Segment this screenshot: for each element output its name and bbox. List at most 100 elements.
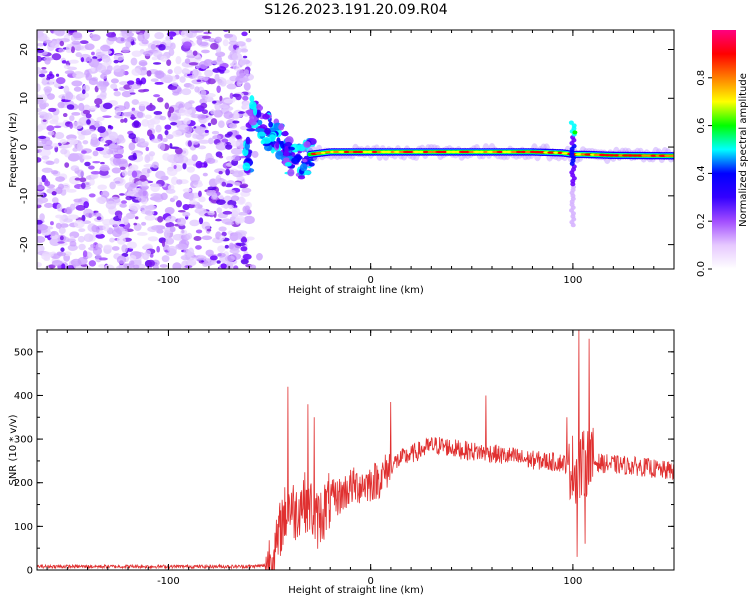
noise-blob	[53, 158, 60, 164]
noise-blob	[185, 131, 192, 138]
noise-blob	[115, 36, 127, 44]
noise-blob	[119, 203, 127, 208]
noise-blob	[198, 60, 209, 70]
noise-blob	[75, 45, 85, 50]
noise-blob	[170, 176, 179, 186]
noise-blob	[169, 226, 176, 233]
noise-blob	[92, 160, 101, 164]
track-blob	[268, 121, 273, 128]
track-blob	[260, 139, 266, 145]
noise-blob	[229, 248, 240, 254]
noise-blob	[42, 144, 54, 150]
noise-blob	[60, 148, 68, 155]
snr-xtick-label: -100	[157, 576, 180, 587]
noise-blob	[233, 182, 241, 186]
noise-blob	[55, 222, 62, 229]
track-hot	[356, 150, 365, 154]
colorbar-gradient	[712, 30, 736, 269]
noise-blob	[100, 84, 107, 93]
noise-blob	[178, 107, 188, 116]
noise-blob	[84, 128, 95, 133]
noise-blob	[170, 122, 178, 126]
noise-blob	[177, 209, 186, 213]
noise-blob	[224, 221, 235, 226]
noise-blob	[182, 188, 192, 193]
noise-blob	[153, 110, 163, 116]
noise-blob	[194, 86, 200, 93]
noise-blob	[37, 98, 44, 105]
snr-xlabel: Height of straight line (km)	[288, 585, 424, 596]
noise-blob	[212, 100, 217, 104]
noise-blob	[78, 102, 85, 111]
noise-blob	[202, 261, 209, 267]
track-hot	[458, 150, 468, 154]
track-hot	[496, 150, 504, 154]
spectrogram-ylabel: Frequency (Hz)	[8, 112, 19, 188]
noise-blob	[39, 148, 51, 157]
track-blob	[246, 128, 256, 132]
track-blob	[242, 162, 251, 172]
noise-blob	[38, 30, 45, 33]
noise-blob	[186, 125, 193, 134]
noise-blob	[161, 240, 166, 248]
noise-blob	[166, 215, 177, 222]
noise-blob	[93, 120, 103, 129]
noise-blob	[204, 69, 214, 77]
track-hot	[524, 150, 532, 154]
noise-blob	[232, 120, 240, 124]
noise-blob	[146, 259, 155, 268]
noise-blob	[203, 31, 212, 35]
noise-blob	[58, 48, 65, 53]
noise-blob	[141, 221, 147, 226]
noise-blob	[172, 91, 180, 96]
noise-blob	[143, 163, 155, 168]
snr-ytick-label: 100	[14, 522, 33, 533]
noise-blob	[197, 75, 205, 81]
noise-blob	[98, 264, 106, 268]
noise-blob	[96, 116, 105, 122]
noise-blob	[135, 180, 144, 186]
noise-blob	[182, 162, 187, 170]
noise-blob	[242, 95, 249, 101]
noise-blob	[88, 260, 97, 267]
noise-blob	[139, 80, 143, 85]
noise-blob	[90, 139, 101, 148]
noise-blob	[113, 224, 120, 232]
noise-blob	[38, 135, 47, 139]
noise-blob	[78, 134, 86, 140]
noise-blob	[53, 125, 62, 129]
noise-blob	[233, 265, 239, 269]
noise-blob	[188, 192, 194, 202]
noise-blob	[66, 121, 71, 125]
noise-blob	[110, 83, 118, 90]
noise-blob	[50, 221, 54, 226]
noise-blob	[92, 246, 103, 256]
noise-blob	[201, 235, 213, 241]
noise-blob	[206, 189, 214, 197]
noise-blob	[141, 119, 150, 127]
noise-blob	[119, 193, 125, 196]
noise-blob	[172, 233, 184, 241]
noise-blob	[83, 201, 89, 209]
noise-blob	[129, 92, 136, 95]
noise-blob	[138, 101, 150, 107]
noise-blob	[189, 200, 198, 205]
noise-blob	[146, 70, 152, 77]
noise-blob	[218, 226, 227, 232]
track-blob	[299, 163, 308, 172]
noise-blob	[91, 51, 95, 56]
noise-blob	[107, 124, 112, 129]
noise-blob	[225, 168, 231, 176]
spur-core	[572, 130, 578, 135]
track-blob	[264, 127, 271, 135]
figure-title: S126.2023.191.20.09.R04	[264, 2, 447, 18]
noise-blob	[164, 102, 170, 110]
noise-blob	[123, 263, 135, 269]
noise-blob	[215, 199, 226, 205]
noise-blob	[235, 242, 246, 247]
track-hot	[371, 150, 378, 154]
noise-blob	[182, 211, 191, 217]
noise-blob	[102, 115, 112, 119]
noise-blob	[51, 40, 60, 49]
track-hot	[547, 151, 556, 154]
